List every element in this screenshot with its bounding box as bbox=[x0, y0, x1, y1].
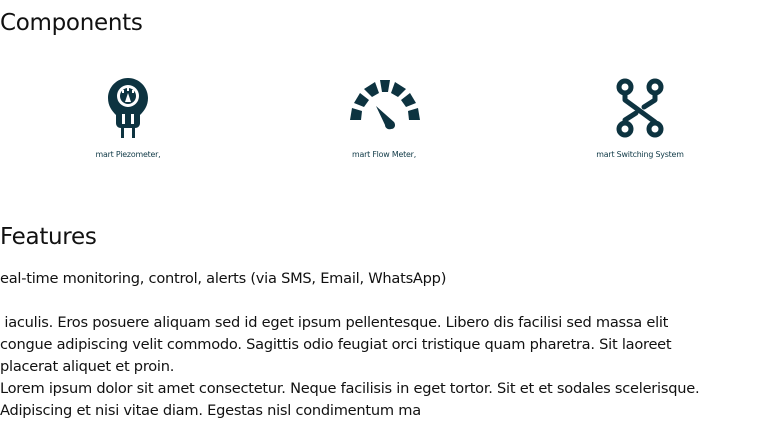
components-heading: Components bbox=[0, 10, 143, 36]
component-label-piezometer: mart Piezometer, bbox=[95, 150, 161, 159]
gauge-icon bbox=[350, 80, 420, 130]
body-text-line: Lorem ipsum dolor sit amet consectetur. … bbox=[0, 380, 700, 397]
component-flow-meter: mart Flow Meter, bbox=[256, 76, 512, 159]
body-text-line: Adipiscing et nisi vitae diam. Egestas n… bbox=[0, 402, 421, 419]
piezometer-icon bbox=[108, 78, 148, 138]
component-label-flow-meter: mart Flow Meter, bbox=[351, 150, 417, 159]
component-switching-system: mart Switching System bbox=[512, 76, 768, 159]
switching-circuit-icon bbox=[616, 78, 664, 138]
component-piezometer: mart Piezometer, bbox=[0, 76, 256, 159]
features-summary: eal-time monitoring, control, alerts (vi… bbox=[0, 270, 447, 287]
component-label-switching-system: mart Switching System bbox=[596, 150, 684, 159]
body-text-line: placerat aliquet et proin. bbox=[0, 358, 175, 375]
body-text-line: iaculis. Eros posuere aliquam sed id ege… bbox=[0, 314, 669, 331]
body-text-line: congue adipiscing velit commodo. Sagitti… bbox=[0, 336, 672, 353]
features-heading: Features bbox=[0, 224, 97, 250]
